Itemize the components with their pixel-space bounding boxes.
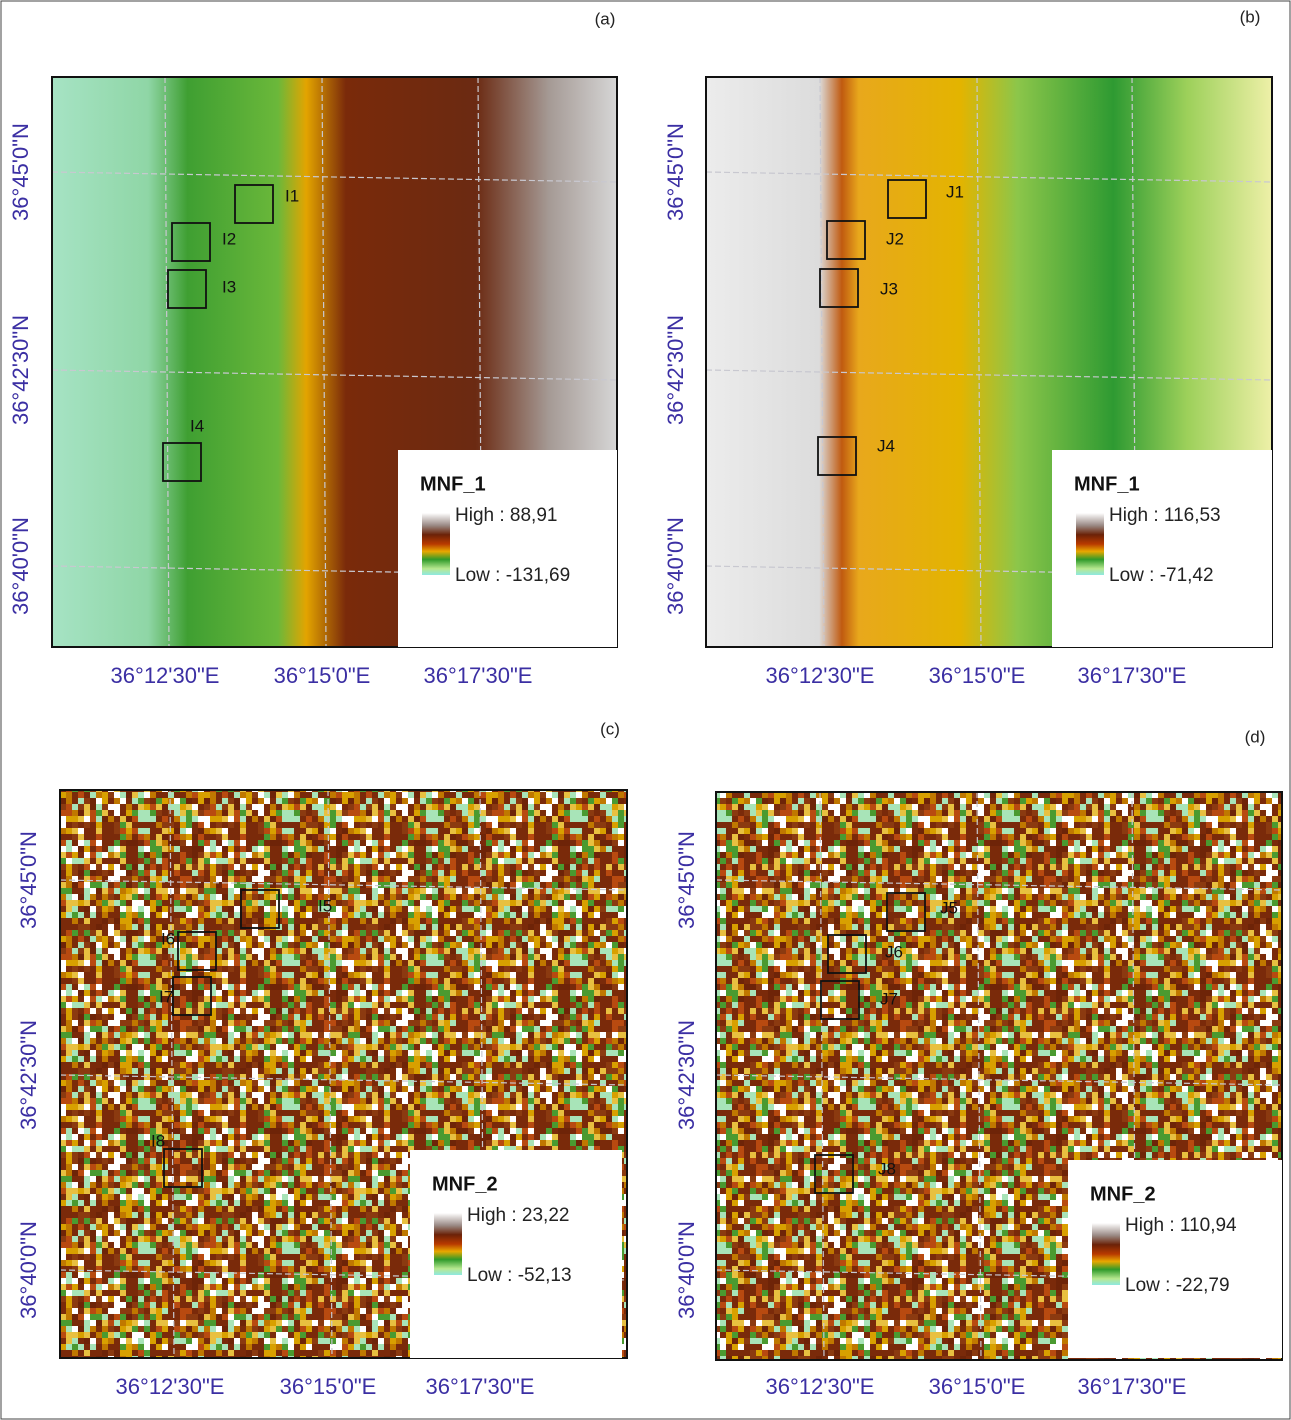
lon-label: 36°12'30"E — [116, 1374, 225, 1399]
lat-label: 36°40'0"N — [663, 517, 688, 615]
lon-label: 36°12'30"E — [766, 663, 875, 688]
legend-high: High : 88,91 — [455, 505, 557, 526]
box-label: J1 — [946, 182, 964, 201]
legend-ramp — [1092, 1223, 1120, 1285]
legend-low: Low : -131,69 — [455, 565, 570, 586]
lon-label: 36°12'30"E — [766, 1374, 875, 1399]
legend-title: MNF_1 — [420, 473, 486, 495]
legend-ramp — [434, 1213, 462, 1275]
legend-high: High : 116,53 — [1109, 505, 1221, 526]
lon-label: 36°17'30"E — [424, 663, 533, 688]
box-label: I2 — [222, 229, 236, 248]
lat-label: 36°42'30"N — [8, 315, 33, 425]
page: {"panels": [ {"label": "(a)", "lat_label… — [0, 0, 1291, 1420]
panel-label: (c) — [600, 719, 620, 738]
box-label: I7 — [159, 987, 173, 1006]
legend-low: Low : -52,13 — [467, 1265, 572, 1286]
panel-label: (d) — [1245, 727, 1266, 746]
figure: (a) 36°45'0"N 36°42'30"N 36°40'0"N 36°12'30"… — [0, 0, 1291, 1420]
box-label: I5 — [318, 896, 332, 915]
lat-label: 36°45'0"N — [16, 831, 41, 929]
legend-ramp — [1076, 513, 1104, 575]
legend-title: MNF_1 — [1074, 473, 1140, 495]
lat-label: 36°45'0"N — [674, 831, 699, 929]
box-label: J3 — [880, 279, 898, 298]
panel-label: (a) — [595, 9, 616, 28]
legend-ramp — [422, 513, 450, 575]
lon-label: 36°15'0"E — [280, 1374, 377, 1399]
box-label: I8 — [151, 1131, 165, 1150]
box-label: I1 — [285, 186, 299, 205]
lat-label: 36°42'30"N — [674, 1020, 699, 1130]
lat-label: 36°45'0"N — [663, 123, 688, 221]
legend-title: MNF_2 — [1090, 1183, 1156, 1205]
legend-high: High : 110,94 — [1125, 1215, 1237, 1236]
legend-title: MNF_2 — [432, 1173, 498, 1195]
lon-label: 36°15'0"E — [929, 663, 1026, 688]
lon-label: 36°17'30"E — [426, 1374, 535, 1399]
legend-low: Low : -71,42 — [1109, 565, 1214, 586]
lat-label: 36°40'0"N — [16, 1221, 41, 1319]
lon-label: 36°17'30"E — [1078, 663, 1187, 688]
lat-label: 36°42'30"N — [16, 1020, 41, 1130]
lon-label: 36°12'30"E — [111, 663, 220, 688]
box-label: J6 — [885, 942, 903, 961]
lat-label: 36°42'30"N — [663, 315, 688, 425]
box-label: J8 — [878, 1159, 896, 1178]
lon-label: 36°17'30"E — [1078, 1374, 1187, 1399]
box-label: J4 — [877, 436, 895, 455]
box-label: I3 — [222, 277, 236, 296]
box-label: J7 — [880, 989, 898, 1008]
lat-label: 36°40'0"N — [674, 1221, 699, 1319]
box-label: J5 — [940, 898, 958, 917]
legend-low: Low : -22,79 — [1125, 1275, 1230, 1296]
lon-label: 36°15'0"E — [929, 1374, 1026, 1399]
lon-label: 36°15'0"E — [274, 663, 371, 688]
box-label: I4 — [190, 416, 204, 435]
lat-label: 36°45'0"N — [8, 123, 33, 221]
box-label: J2 — [886, 229, 904, 248]
box-label: I6 — [161, 929, 175, 948]
panel-label: (b) — [1240, 7, 1261, 26]
legend-high: High : 23,22 — [467, 1205, 569, 1226]
lat-label: 36°40'0"N — [8, 517, 33, 615]
